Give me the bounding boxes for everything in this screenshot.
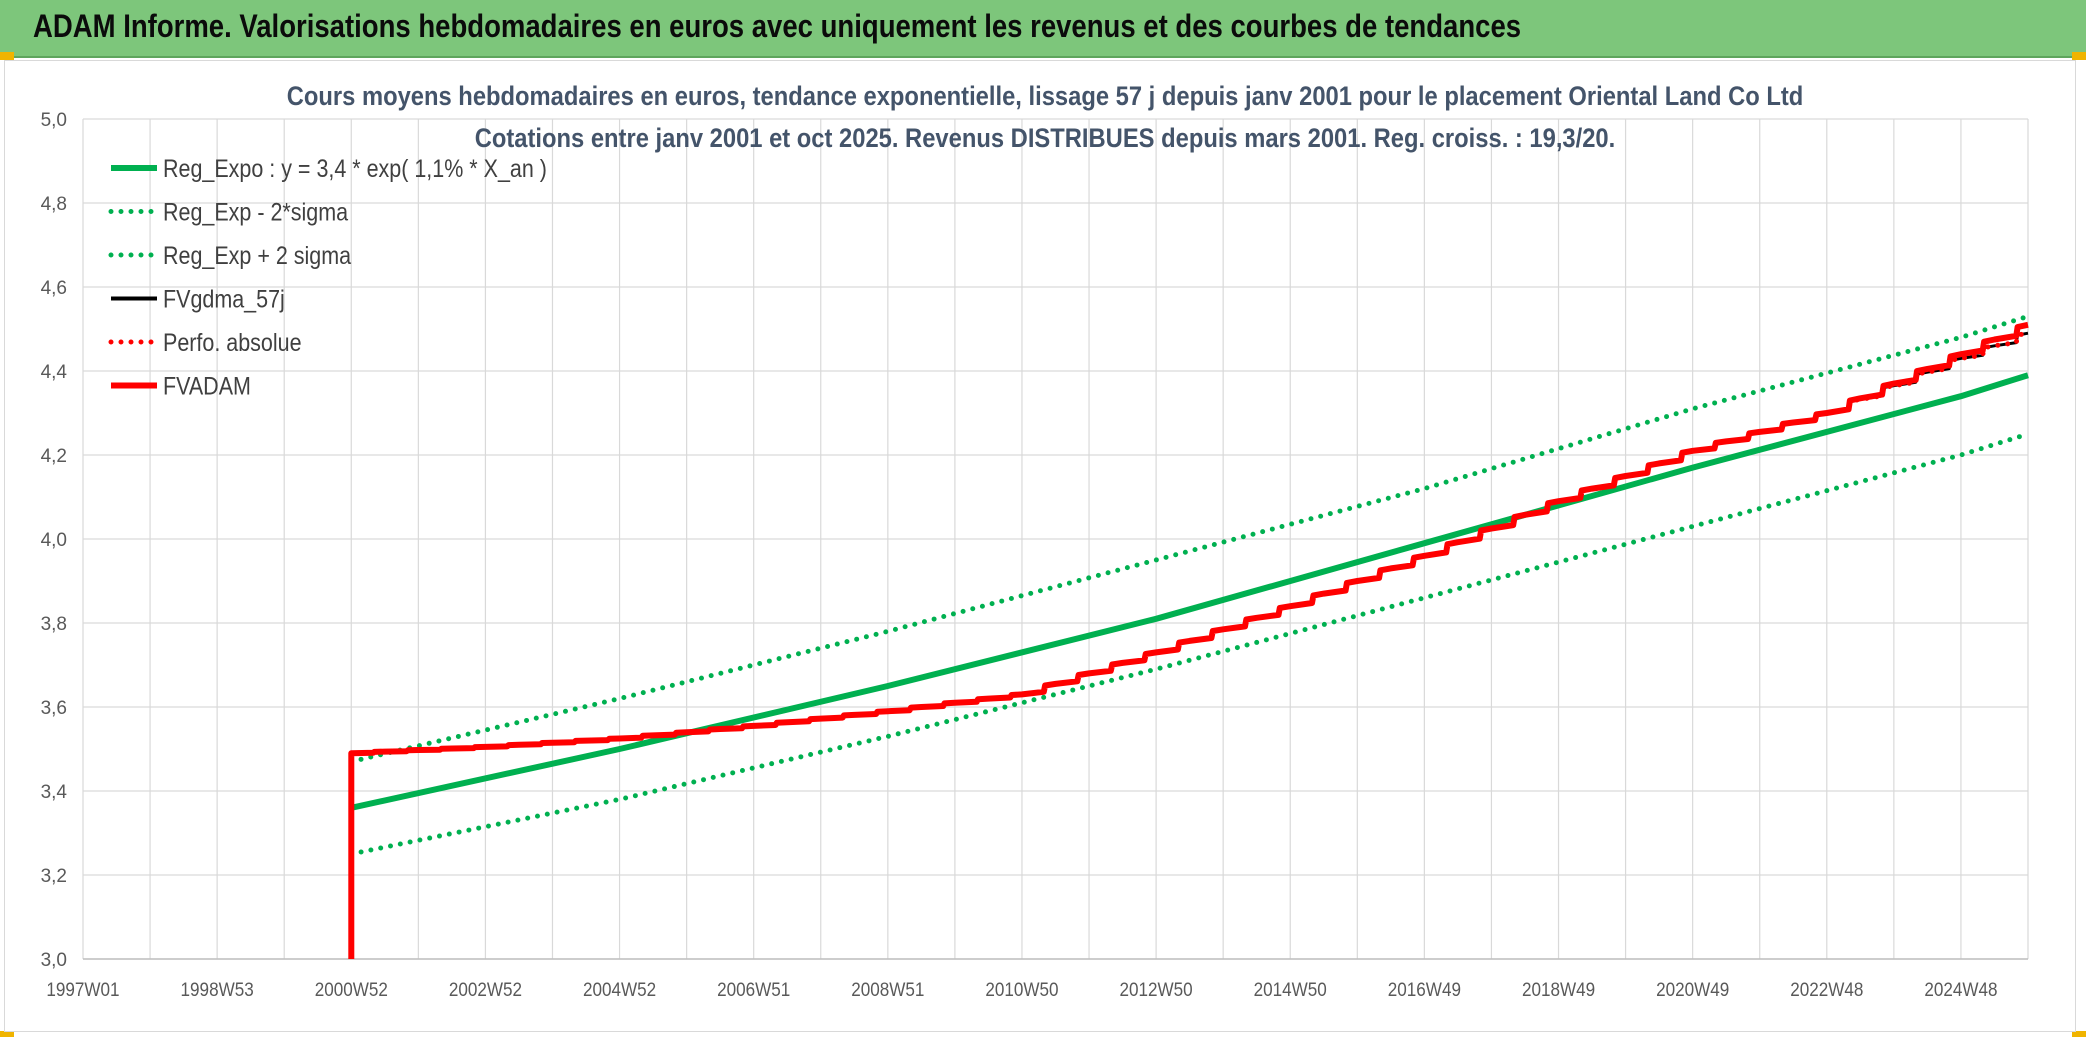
legend-label: Perfo. absolue [163,328,302,356]
series-line-3 [351,331,2029,755]
y-tick-label: 4,8 [41,194,67,215]
y-tick-label: 3,2 [41,866,67,887]
corner-accent-top-right [2072,52,2086,60]
x-tick-label: 1997W01 [46,979,119,1000]
x-tick-label: 2010W50 [985,979,1058,1000]
y-tick-label: 3,0 [41,950,67,971]
x-tick-label: 2014W50 [1254,979,1327,1000]
series-lines [348,313,2031,959]
x-tick-label: 2004W52 [583,979,656,1000]
legend-label: FVgdma_57j [163,285,285,313]
x-tick-label: 2024W48 [1924,979,1997,1000]
y-tick-label: 4,4 [41,362,68,383]
y-tick-label: 3,8 [41,614,67,635]
y-tick-label: 3,4 [41,782,68,803]
x-tick-label: 2016W49 [1388,979,1461,1000]
y-tick-label: 4,6 [41,278,67,299]
series-line-4 [348,330,2031,756]
x-tick-label: 2008W51 [851,979,924,1000]
legend-label: Reg_Exp + 2 sigma [163,241,351,269]
chart-title: Cours moyens hebdomadaires en euros, ten… [287,82,1804,112]
corner-accent-bottom-left [0,1031,14,1037]
gridlines [82,118,2029,960]
corner-accent-bottom-right [2072,1031,2086,1037]
series-line-1 [348,431,2031,857]
report-banner: ADAM Informe. Valorisations hebdomadaire… [0,0,2086,58]
y-tick-label: 4,0 [41,530,67,551]
report-title: ADAM Informe. Valorisations hebdomadaire… [33,8,1522,44]
y-tick-label: 5,0 [41,110,67,131]
x-tick-label: 2018W49 [1522,979,1595,1000]
series-line-0 [350,372,2029,811]
x-tick-label: 2000W52 [315,979,388,1000]
chart-area: 3,0 3,2 3,4 3,6 3,8 4,0 4,2 4,4 4,6 4,8 5,0 1997W01… [4,60,2076,1032]
line-chart: 3,0 3,2 3,4 3,6 3,8 4,0 4,2 4,4 4,6 4,8 5,0 1997W01… [41,82,2031,1000]
x-tick-label: 2006W51 [717,979,790,1000]
chart-subtitle: Cotations entre janv 2001 et oct 2025. R… [475,124,1616,154]
x-tick-label: 2022W48 [1790,979,1863,1000]
legend-label: Reg_Exp - 2*sigma [163,198,348,226]
y-tick-label: 3,6 [41,698,67,719]
legend: Reg_Expo : y = 3,4 * exp( 1,1% * X_an ) R… [108,154,547,400]
x-tick-label: 1998W53 [181,979,254,1000]
corner-accent-top-left [0,52,14,60]
series-line-2 [348,313,2031,765]
x-tick-label: 2002W52 [449,979,522,1000]
axes: 3,0 3,2 3,4 3,6 3,8 4,0 4,2 4,4 4,6 4,8 5,0 1997W01… [41,110,2028,1000]
series-line-5 [348,321,2029,959]
legend-label: Reg_Expo : y = 3,4 * exp( 1,1% * X_an ) [163,154,547,182]
legend-label: FVADAM [163,372,251,400]
y-tick-label: 4,2 [41,446,67,467]
x-tick-label: 2012W50 [1120,979,1193,1000]
x-tick-label: 2020W49 [1656,979,1729,1000]
